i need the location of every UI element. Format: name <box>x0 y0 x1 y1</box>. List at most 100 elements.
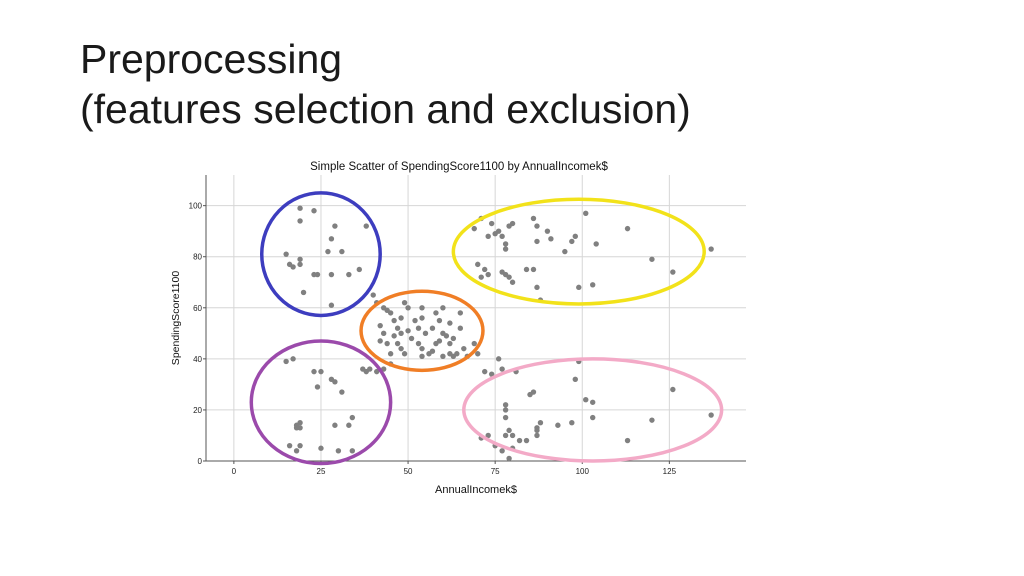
y-tick-label: 60 <box>193 304 202 313</box>
data-point <box>576 284 582 291</box>
data-point <box>502 271 509 278</box>
data-point <box>485 233 491 239</box>
data-point <box>408 335 415 342</box>
data-point <box>475 261 481 268</box>
cluster-outline <box>259 191 382 318</box>
data-point <box>708 412 714 418</box>
data-point <box>450 335 457 342</box>
data-point <box>356 266 362 273</box>
data-point <box>311 208 317 214</box>
data-point <box>471 340 477 347</box>
plot-area <box>206 175 746 461</box>
x-axis-label: AnnualIncomek$ <box>435 484 517 496</box>
data-point <box>328 302 335 308</box>
data-point <box>499 448 505 454</box>
data-point <box>502 432 509 439</box>
data-point <box>499 233 505 239</box>
data-point <box>335 448 342 454</box>
data-point <box>339 389 345 395</box>
data-point <box>530 266 537 273</box>
cluster-outline <box>451 197 706 306</box>
data-point <box>370 292 376 298</box>
y-tick-labels: 0 20 40 60 80 100 <box>189 202 203 466</box>
data-point <box>569 419 575 426</box>
y-tick-label: 20 <box>193 406 202 415</box>
data-point <box>475 351 481 357</box>
data-point <box>297 261 303 268</box>
data-point <box>286 442 293 449</box>
y-tick-label: 40 <box>193 355 202 364</box>
data-point <box>419 345 425 352</box>
data-point <box>488 371 495 377</box>
data-point <box>363 223 369 229</box>
data-point <box>346 271 352 278</box>
data-point <box>398 315 404 321</box>
x-tick-label: 25 <box>317 467 326 476</box>
data-point <box>332 422 338 428</box>
data-point <box>433 310 439 316</box>
x-tick-label: 50 <box>404 467 413 476</box>
data-point <box>590 414 596 421</box>
data-point <box>325 248 331 255</box>
data-point <box>516 437 523 444</box>
data-point <box>523 437 530 444</box>
data-point <box>461 345 467 352</box>
data-point <box>429 325 436 331</box>
data-point <box>328 236 335 242</box>
data-point <box>360 366 366 372</box>
data-point <box>436 317 443 324</box>
data-point <box>380 330 387 337</box>
data-point <box>583 397 589 403</box>
data-point <box>391 333 397 339</box>
data-point <box>447 340 453 347</box>
data-point <box>583 210 589 217</box>
y-tick-label: 100 <box>189 202 203 211</box>
cluster-outline <box>462 357 724 463</box>
data-point <box>349 448 356 454</box>
data-point <box>405 328 411 334</box>
data-point <box>401 299 408 306</box>
data-point <box>436 338 443 344</box>
data-point <box>419 305 425 311</box>
data-point <box>394 340 401 347</box>
slide-title-line1: Preprocessing <box>80 36 343 82</box>
data-point <box>394 325 401 331</box>
data-point <box>509 279 516 285</box>
data-point <box>398 345 404 352</box>
data-point <box>457 310 464 316</box>
data-point <box>391 317 397 324</box>
data-point <box>377 338 383 344</box>
data-point <box>523 266 530 273</box>
data-point <box>290 356 296 362</box>
data-point <box>332 223 338 229</box>
cluster-outline <box>249 339 393 466</box>
data-point <box>297 218 303 224</box>
x-tick-label: 75 <box>491 467 500 476</box>
data-point <box>311 368 317 375</box>
data-point <box>502 246 509 252</box>
data-point <box>670 269 676 275</box>
data-point <box>572 376 578 382</box>
data-point <box>593 241 599 247</box>
data-point <box>454 351 460 357</box>
data-point <box>482 266 488 273</box>
data-point <box>544 228 551 234</box>
data-point <box>447 320 453 326</box>
data-point <box>349 414 356 421</box>
data-point <box>300 289 307 296</box>
data-point <box>509 220 516 227</box>
data-point <box>318 368 324 375</box>
data-point <box>384 340 390 347</box>
data-point <box>670 386 676 393</box>
data-point <box>506 455 512 462</box>
data-point <box>534 432 540 439</box>
data-point <box>534 427 540 434</box>
y-tick-label: 0 <box>198 457 203 466</box>
data-point <box>297 442 303 449</box>
data-point <box>440 353 446 360</box>
data-point <box>534 238 540 245</box>
data-point <box>471 225 477 232</box>
data-point <box>339 248 345 255</box>
data-point <box>530 389 537 395</box>
data-point <box>478 274 484 280</box>
